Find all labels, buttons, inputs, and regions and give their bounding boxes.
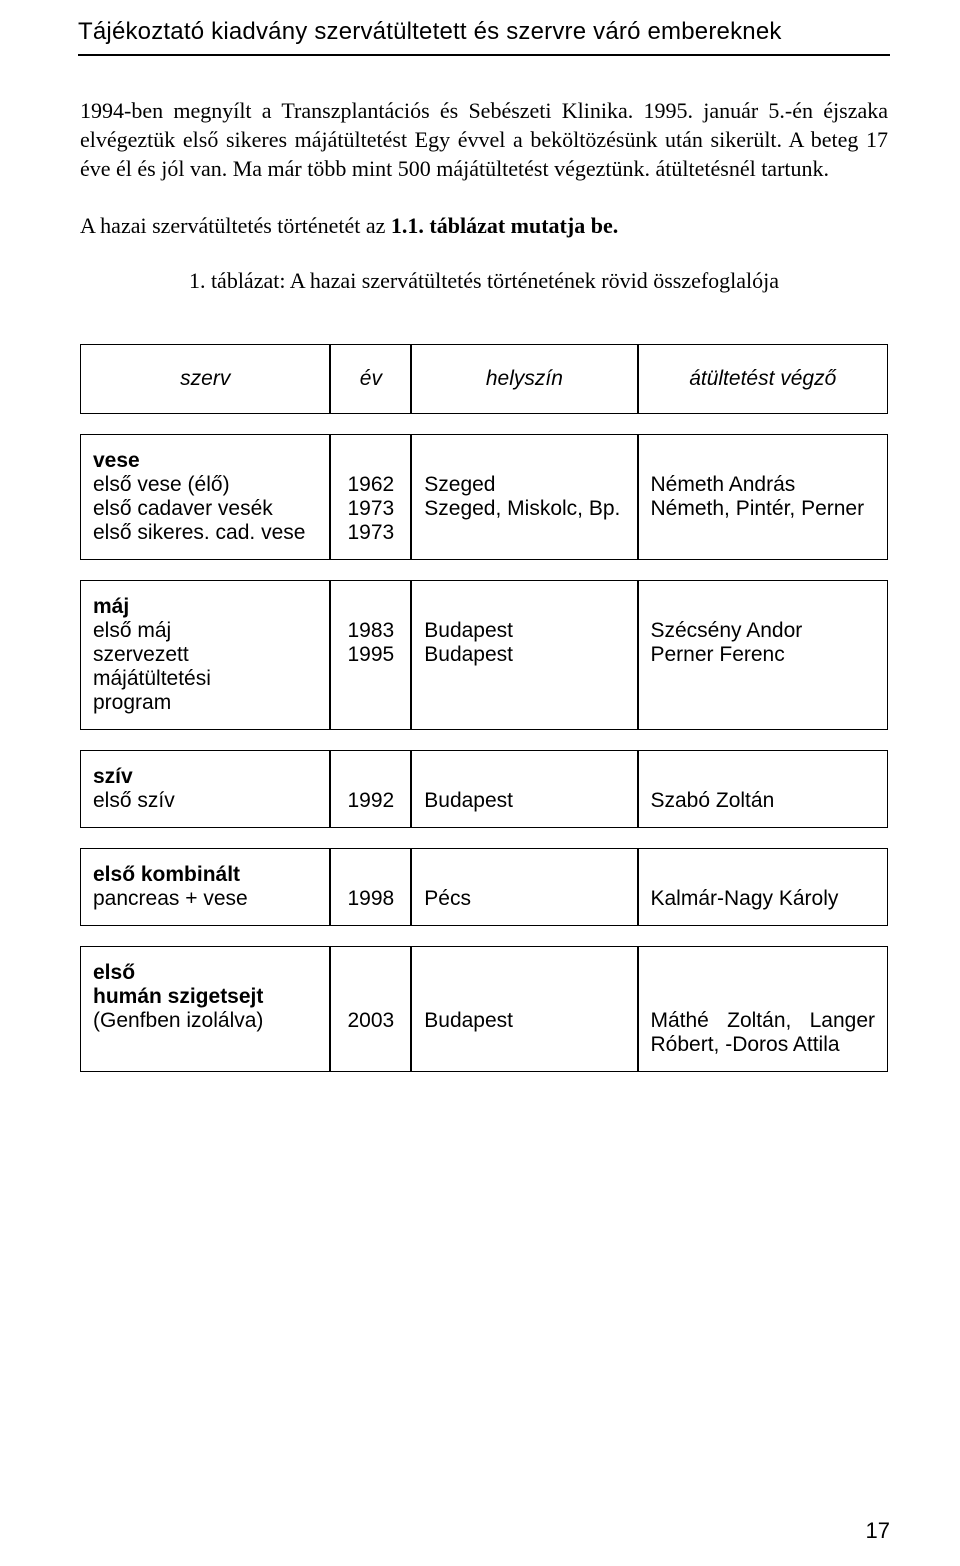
- cell-organ: szív első szív: [80, 750, 330, 828]
- body-text: 1994-ben megnyílt a Transzplantációs és …: [78, 96, 890, 240]
- organ-lines: első máj szervezett májátültetési progra…: [93, 619, 211, 714]
- th-year: év: [330, 344, 411, 414]
- cell-location: Budapest Budapest: [411, 580, 637, 730]
- table-row: máj első máj szervezett májátültetési pr…: [80, 580, 888, 730]
- performer-lines: Németh András Németh, Pintér, Perner: [651, 473, 865, 520]
- th-location: helyszín: [411, 344, 637, 414]
- organ-line-2: (Genfben izolálva): [93, 1009, 263, 1032]
- cell-organ: első humán szigetsejt (Genfben izolálva): [80, 946, 330, 1072]
- location-lines: Pécs: [424, 887, 471, 910]
- organ-bold: szív: [93, 765, 133, 788]
- location-lines: Budapest Budapest: [424, 619, 513, 666]
- th-organ: szerv: [80, 344, 330, 414]
- organ-bold: vese: [93, 449, 140, 472]
- history-line-bold: 1.1. táblázat mutatja be.: [391, 213, 618, 238]
- location-lines: Szeged Szeged, Miskolc, Bp.: [424, 473, 620, 520]
- performer-just: Máthé Zoltán, Langer Róbert, -Doros Atti…: [651, 1009, 876, 1056]
- cell-location: Budapest: [411, 946, 637, 1072]
- table-row: szív első szív 1992 Budapest Szabó Zoltá…: [80, 750, 888, 828]
- organ-bold: első: [93, 961, 135, 984]
- transplant-history-table: szerv év helyszín átültetést végző vese …: [80, 324, 888, 1092]
- cell-performer: Máthé Zoltán, Langer Róbert, -Doros Atti…: [638, 946, 889, 1072]
- cell-year: 2003: [330, 946, 411, 1072]
- cell-performer: Kalmár-Nagy Károly: [638, 848, 889, 926]
- performer-lines: Kalmár-Nagy Károly: [651, 887, 839, 910]
- table-row: első kombinált pancreas + vese 1998 Pécs…: [80, 848, 888, 926]
- year-lines: 2003: [348, 1009, 395, 1032]
- location-lines: Budapest: [424, 789, 513, 812]
- history-line-pre: A hazai szervátültetés történetét az: [80, 213, 391, 238]
- page-container: Tájékoztató kiadvány szervátültetett és …: [0, 0, 960, 1092]
- location-lines: Budapest: [424, 1009, 513, 1032]
- page-number: 17: [866, 1518, 890, 1544]
- cell-performer: Szécsény Andor Perner Ferenc: [638, 580, 889, 730]
- organ-bold: máj: [93, 595, 129, 618]
- cell-performer: Németh András Németh, Pintér, Perner: [638, 434, 889, 560]
- page-title: Tájékoztató kiadvány szervátültetett és …: [78, 18, 890, 56]
- cell-location: Budapest: [411, 750, 637, 828]
- cell-performer: Szabó Zoltán: [638, 750, 889, 828]
- table-caption: 1. táblázat: A hazai szervátültetés tört…: [78, 268, 890, 294]
- cell-year: 1962 1973 1973: [330, 434, 411, 560]
- organ-lines: első vese (élő) első cadaver vesék első …: [93, 473, 305, 544]
- cell-location: Pécs: [411, 848, 637, 926]
- table-header-row: szerv év helyszín átültetést végző: [80, 344, 888, 414]
- performer-lines: Szabó Zoltán: [651, 789, 775, 812]
- organ-bold-2: humán szigetsejt: [93, 985, 263, 1008]
- table-row: első humán szigetsejt (Genfben izolálva)…: [80, 946, 888, 1072]
- cell-organ: vese első vese (élő) első cadaver vesék …: [80, 434, 330, 560]
- cell-location: Szeged Szeged, Miskolc, Bp.: [411, 434, 637, 560]
- organ-lines: első szív: [93, 789, 175, 812]
- organ-lines: pancreas + vese: [93, 887, 248, 910]
- intro-paragraph: 1994-ben megnyílt a Transzplantációs és …: [80, 98, 888, 181]
- year-lines: 1992: [348, 789, 395, 812]
- cell-organ: első kombinált pancreas + vese: [80, 848, 330, 926]
- year-lines: 1962 1973 1973: [348, 473, 395, 544]
- table-wrapper: szerv év helyszín átültetést végző vese …: [78, 324, 890, 1092]
- performer-lines: Szécsény Andor Perner Ferenc: [651, 619, 803, 666]
- year-lines: 1983 1995: [348, 619, 395, 666]
- table-row: vese első vese (élő) első cadaver vesék …: [80, 434, 888, 560]
- cell-year: 1983 1995: [330, 580, 411, 730]
- th-performer: átültetést végző: [638, 344, 889, 414]
- cell-year: 1992: [330, 750, 411, 828]
- cell-year: 1998: [330, 848, 411, 926]
- organ-bold: első kombinált: [93, 863, 240, 886]
- cell-organ: máj első máj szervezett májátültetési pr…: [80, 580, 330, 730]
- year-lines: 1998: [348, 887, 395, 910]
